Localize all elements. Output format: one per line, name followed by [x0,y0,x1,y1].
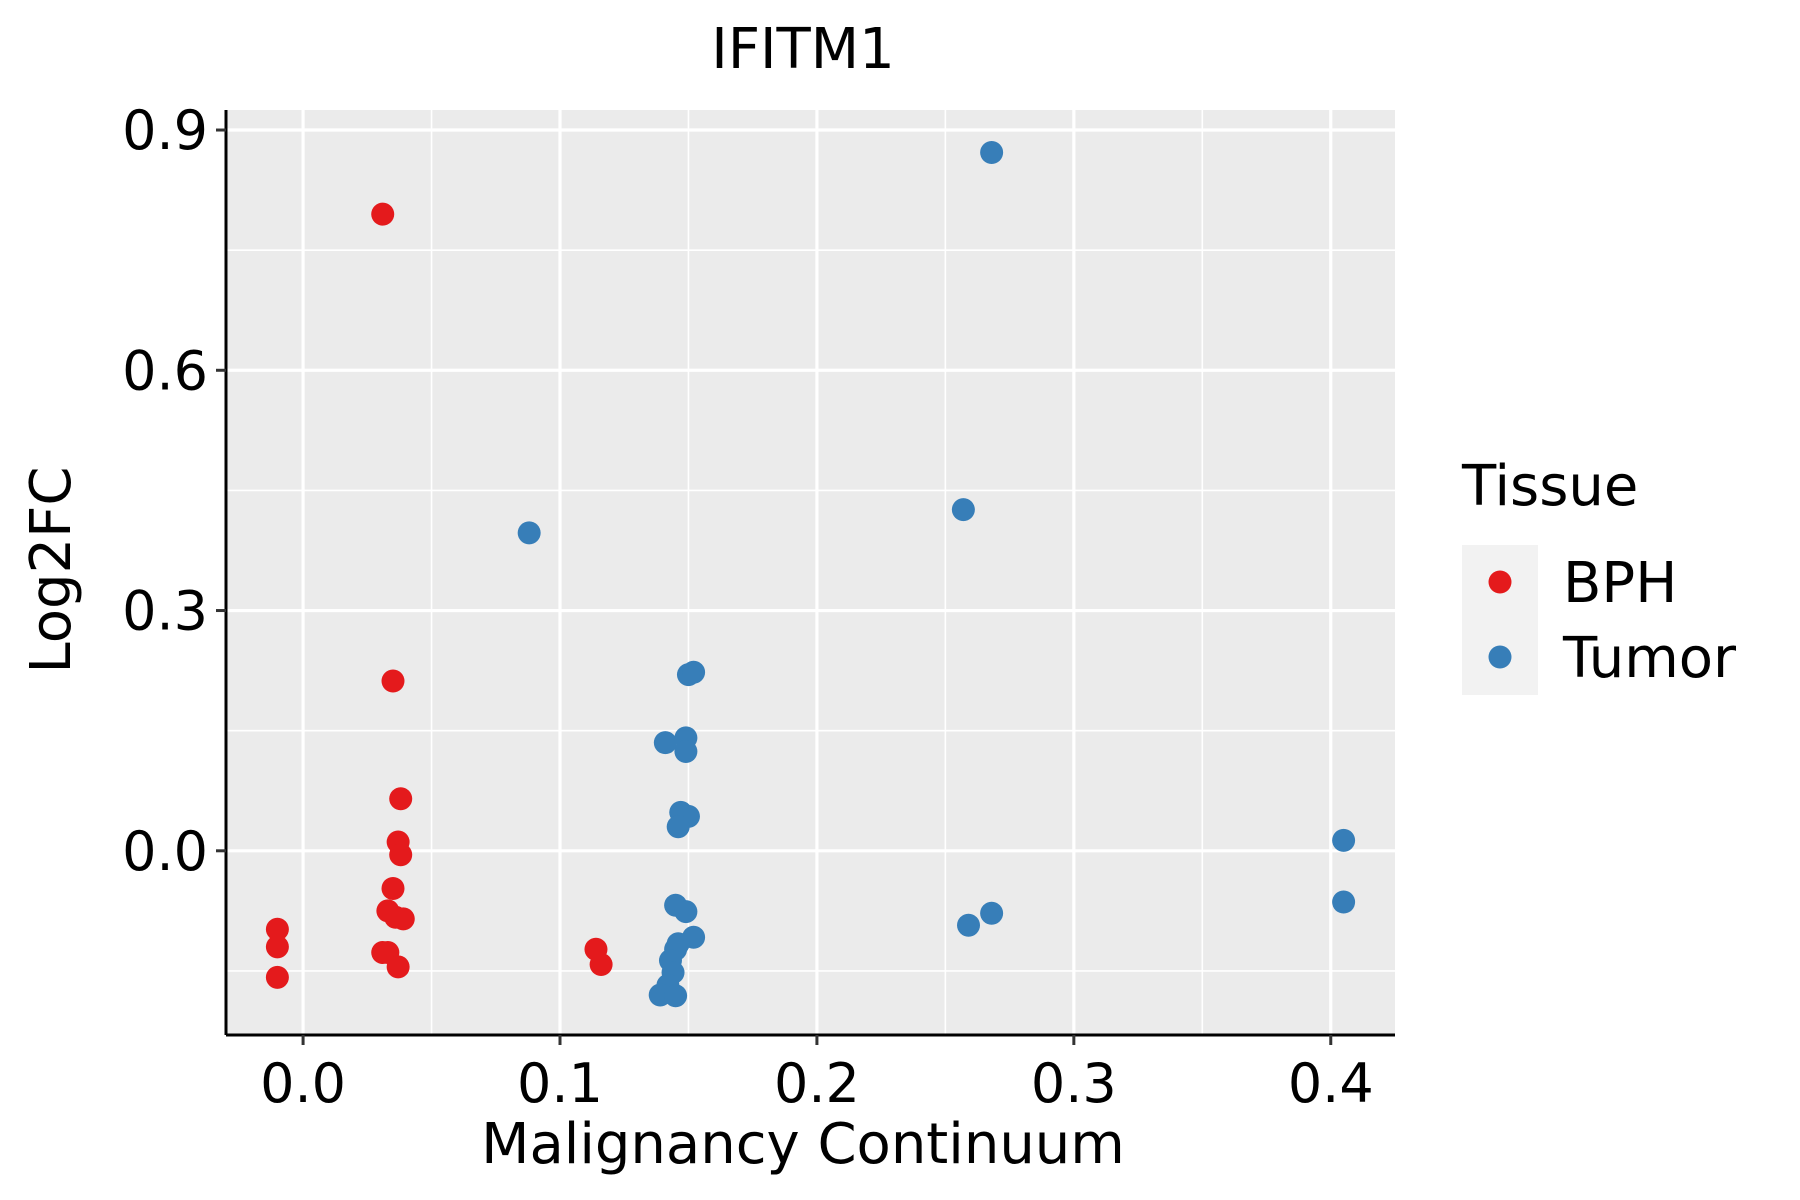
data-point-bph [265,965,289,989]
x-tick-label: 0.0 [260,1052,346,1115]
data-point-tumor [980,140,1004,164]
data-point-bph [265,917,289,941]
legend-key-tumor [1488,645,1512,669]
data-point-bph [391,907,415,931]
data-point-bph [371,202,395,226]
data-point-tumor [957,913,981,937]
legend-key-background [1462,545,1538,695]
panel-background [226,110,1395,1035]
x-tick-label: 0.4 [1288,1052,1374,1115]
data-point-bph [589,953,613,977]
legend-label-tumor: Tumor [1562,626,1737,691]
x-tick-label: 0.3 [1031,1052,1117,1115]
legend: Tissue BPH Tumor [1461,454,1737,695]
data-point-tumor [1332,828,1356,852]
x-axis-title: Malignancy Continuum [481,1112,1125,1177]
data-point-tumor [664,984,688,1008]
legend-title: Tissue [1461,454,1638,519]
chart-title: IFITM1 [711,17,894,82]
y-tick-label: 0.9 [122,99,208,162]
y-tick-label: 0.6 [122,339,208,402]
data-point-tumor [951,498,975,522]
y-axis-title: Log2FC [19,467,84,674]
data-point-tumor [666,815,690,839]
data-point-tumor [653,731,677,755]
y-tick-label: 0.3 [122,580,208,643]
data-points [265,140,1356,1008]
data-point-tumor [674,739,698,763]
data-point-bph [389,843,413,867]
data-point-bph [381,876,405,900]
x-tick-label: 0.2 [774,1052,860,1115]
y-tick-label: 0.0 [122,820,208,883]
data-point-bph [265,935,289,959]
data-point-bph [386,955,410,979]
grid [226,110,1395,1035]
plot-panel [226,110,1395,1035]
data-point-bph [389,787,413,811]
data-point-tumor [682,660,706,684]
data-point-tumor [517,521,541,545]
legend-label-bph: BPH [1563,551,1677,616]
data-point-bph [381,669,405,693]
data-point-tumor [980,901,1004,925]
data-point-tumor [674,900,698,924]
data-point-tumor [1332,890,1356,914]
axes: 0.0 0.1 0.2 0.3 0.4 0.0 0.3 0.6 0.9 [122,99,1395,1115]
legend-key-bph [1488,570,1512,594]
x-tick-label: 0.1 [517,1052,603,1115]
